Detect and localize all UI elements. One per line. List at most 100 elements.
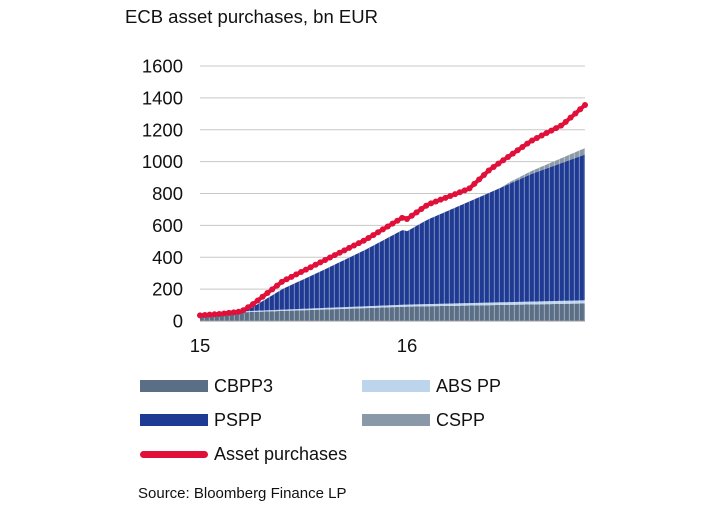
line-point	[307, 264, 314, 271]
line-point	[225, 309, 232, 316]
line-point	[519, 143, 526, 150]
y-tick-label: 800	[152, 183, 183, 204]
source-note: Source: Bloomberg Finance LP	[138, 485, 347, 502]
line-point	[274, 282, 280, 289]
line-point	[197, 312, 203, 319]
line-point	[543, 130, 550, 137]
line-point	[351, 242, 357, 249]
y-tick-label: 0	[173, 311, 183, 332]
line-point	[375, 229, 382, 236]
legend-item: PSPP	[140, 408, 262, 432]
line-point	[336, 249, 343, 256]
line-point	[514, 147, 521, 154]
legend-item: CBPP3	[140, 374, 273, 398]
line-point	[221, 310, 228, 317]
line-point	[548, 127, 555, 134]
line-point	[423, 202, 430, 209]
line-point	[466, 185, 473, 192]
line-point	[524, 140, 531, 147]
y-tick-label: 1000	[142, 151, 183, 172]
line-point	[471, 180, 478, 187]
y-tick-label: 1600	[142, 56, 183, 77]
line-point	[312, 261, 319, 268]
line-point	[254, 297, 261, 304]
line-point	[538, 132, 545, 139]
legend-swatch	[140, 414, 208, 426]
x-tick-label: 16	[397, 335, 418, 356]
line-point	[557, 122, 564, 129]
legend-label: PSPP	[214, 409, 263, 430]
line-point	[577, 106, 584, 113]
line-point	[485, 167, 492, 174]
legend-swatch	[140, 450, 208, 458]
line-point	[432, 198, 439, 205]
line-point	[322, 256, 329, 263]
x-axis-ticks: 15 16	[190, 335, 418, 356]
line-point	[456, 189, 463, 196]
line-point	[201, 312, 208, 319]
legend-item: ABS PP	[362, 374, 501, 398]
line-point	[500, 157, 507, 164]
legend-label: CSPP	[436, 409, 486, 430]
line-point	[293, 271, 300, 278]
line-point	[302, 266, 309, 273]
line-point	[211, 311, 218, 318]
line-point	[235, 308, 242, 315]
y-tick-label: 1400	[142, 87, 183, 108]
line-point	[495, 160, 502, 167]
line-point	[298, 269, 305, 276]
line-point	[533, 134, 540, 141]
legend-label: ABS PP	[436, 375, 502, 396]
line-point	[264, 290, 271, 297]
line-point	[331, 252, 338, 259]
line-point	[384, 223, 391, 230]
y-tick-label: 600	[152, 215, 183, 236]
y-tick-label: 200	[152, 279, 183, 300]
legend-swatch	[362, 414, 430, 426]
line-point	[206, 311, 213, 318]
legend-item: CSPP	[362, 408, 485, 432]
line-point	[408, 212, 415, 219]
y-tick-label: 1200	[142, 119, 183, 140]
line-point	[240, 307, 247, 314]
stripe-overlay	[200, 148, 585, 321]
line-point	[476, 176, 483, 183]
line-point	[572, 110, 579, 117]
line-point	[230, 309, 237, 316]
line-point	[269, 286, 276, 293]
y-axis-ticks: 0 200 400 600 800 1000 1200 1400 1600	[142, 56, 183, 332]
line-point	[490, 163, 497, 170]
line-point	[346, 244, 353, 251]
line-point	[567, 114, 574, 121]
line-point	[447, 192, 454, 199]
line-point	[562, 118, 569, 125]
line-point	[509, 150, 516, 157]
line-point	[288, 273, 295, 280]
line-point	[403, 215, 410, 222]
legend-item: Asset purchases	[140, 442, 347, 466]
line-point	[413, 209, 420, 216]
legend: CBPP3 ABS PP PSPP CSPP Asset purchases	[140, 374, 560, 466]
line-point	[283, 276, 290, 283]
line-point	[437, 196, 444, 203]
line-point	[529, 137, 536, 144]
line-point	[317, 259, 324, 266]
line-point	[379, 226, 386, 233]
bar-stripe-overlay	[200, 148, 585, 321]
line-point	[505, 153, 511, 160]
line-point	[389, 220, 396, 227]
x-tick-label: 15	[190, 335, 211, 356]
chart-title: ECB asset purchases, bn EUR	[125, 6, 378, 27]
line-series	[197, 102, 588, 319]
line-point	[259, 293, 266, 300]
line-point	[452, 191, 459, 198]
legend-label: CBPP3	[214, 375, 274, 396]
line-point	[480, 172, 487, 178]
line-point	[418, 206, 425, 213]
line-point	[399, 214, 406, 221]
legend-label: Asset purchases	[214, 443, 348, 464]
line-point	[582, 102, 588, 109]
line-point	[355, 240, 362, 247]
line-point	[365, 235, 372, 242]
